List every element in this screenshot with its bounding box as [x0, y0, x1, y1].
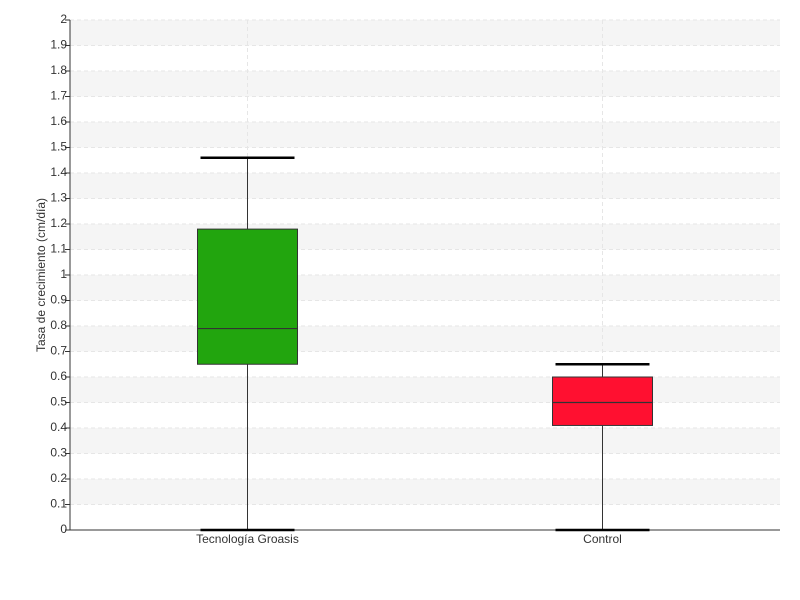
y-tick-label: 0.4 [50, 420, 67, 434]
y-tick-label: 0.9 [50, 293, 67, 307]
box [197, 228, 298, 365]
y-tick-label: 0 [60, 522, 67, 536]
x-tick-label: Tecnología Groasis [196, 532, 299, 546]
y-tick-label: 1.5 [50, 140, 67, 154]
grid-band [70, 479, 780, 505]
y-tick-label: 1.8 [50, 63, 67, 77]
y-tick-label: 0.5 [50, 395, 67, 409]
grid-band [70, 428, 780, 454]
x-tick-label: Control [583, 532, 622, 546]
grid-band [70, 71, 780, 97]
y-tick-label: 0.8 [50, 318, 67, 332]
grid-band [70, 173, 780, 199]
y-tick-label: 0.6 [50, 369, 67, 383]
grid-band [70, 275, 780, 301]
grid-band [70, 377, 780, 403]
y-tick-label: 0.7 [50, 344, 67, 358]
y-tick-label: 1.7 [50, 89, 67, 103]
y-tick-label: 1.2 [50, 216, 67, 230]
y-tick-label: 0.2 [50, 471, 67, 485]
y-tick-label: 1.1 [50, 242, 67, 256]
box [552, 376, 653, 426]
grid-band [70, 122, 780, 148]
y-tick-label: 0.1 [50, 497, 67, 511]
grid-band [70, 326, 780, 352]
y-tick-label: 1.4 [50, 165, 67, 179]
y-tick-label: 1 [60, 267, 67, 281]
y-tick-label: 1.6 [50, 114, 67, 128]
grid-band [70, 224, 780, 250]
y-tick-label: 1.9 [50, 38, 67, 52]
y-tick-label: 2 [60, 12, 67, 26]
y-tick-label: 0.3 [50, 446, 67, 460]
grid-band [70, 20, 780, 46]
y-axis-label: Tasa de crecimiento (cm/día) [34, 198, 48, 352]
y-tick-label: 1.3 [50, 191, 67, 205]
